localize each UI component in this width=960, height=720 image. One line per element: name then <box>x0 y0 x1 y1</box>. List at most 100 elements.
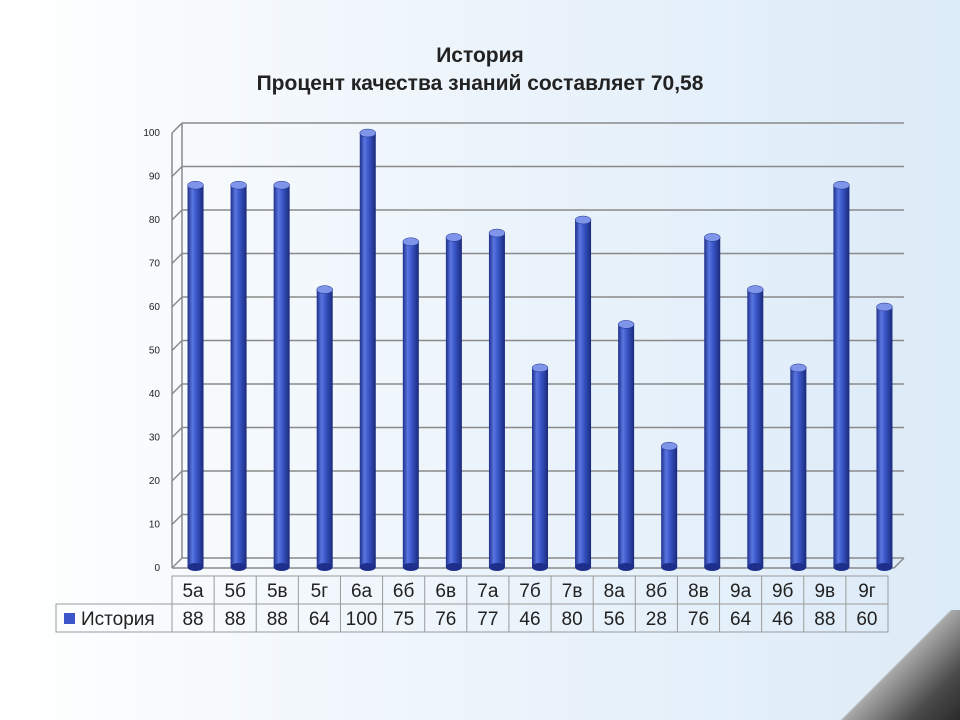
bar <box>574 215 592 571</box>
bar-top <box>359 128 377 138</box>
bar-top <box>230 180 247 190</box>
x-tick-label: 6а <box>351 581 373 602</box>
data-label: 46 <box>772 609 793 630</box>
bar-top <box>833 180 850 190</box>
y-tick-label: 20 <box>149 476 161 487</box>
bar <box>273 180 290 571</box>
bar-top <box>316 285 333 294</box>
bar-top <box>703 233 721 242</box>
bar-bottom <box>402 563 419 571</box>
bar-body <box>359 133 376 567</box>
bar-body <box>833 185 850 567</box>
gridline-slant <box>171 513 183 526</box>
corner-shade <box>820 610 960 720</box>
gridline-slant <box>171 209 183 221</box>
bar-body <box>704 237 721 567</box>
bar-top <box>790 363 807 373</box>
y-tick-label: 30 <box>149 433 161 444</box>
bar-body <box>661 446 678 567</box>
x-tick-label: 8а <box>604 581 626 602</box>
bar-body <box>187 185 204 567</box>
bar-bottom <box>704 563 721 571</box>
bar <box>703 233 721 571</box>
grid-layer: 0 10 20 30 40 50 60 70 80 90 100 <box>143 122 905 574</box>
bar-body <box>273 185 290 567</box>
bar <box>531 363 549 571</box>
bar-bottom <box>575 563 592 571</box>
gridline-slant <box>171 426 183 439</box>
bar <box>187 180 204 571</box>
bar-top <box>488 228 506 238</box>
data-label: 60 <box>856 609 877 630</box>
bar-body <box>445 237 462 567</box>
data-label: 88 <box>814 609 835 630</box>
data-label: 76 <box>435 609 456 630</box>
x-tick-label: 9б <box>772 581 794 602</box>
bar-body <box>402 241 419 567</box>
y-tick-label: 40 <box>149 389 161 400</box>
data-label: 88 <box>267 609 288 630</box>
bar <box>833 180 850 571</box>
gridline-slant <box>171 557 183 569</box>
x-tick-label: 9а <box>730 581 752 602</box>
bar-body <box>575 220 592 567</box>
bar-bottom <box>230 563 247 571</box>
bar <box>230 180 247 571</box>
bar-body <box>876 307 893 567</box>
gridline-slant <box>171 470 183 482</box>
x-tick-label: 5г <box>311 581 329 602</box>
bar-body <box>747 289 764 567</box>
y-tick-label: 70 <box>149 259 161 270</box>
bar-top <box>574 215 592 225</box>
bar-bottom <box>316 563 333 571</box>
data-label: 80 <box>562 609 583 630</box>
bar-bottom <box>532 563 548 571</box>
bar <box>790 363 807 571</box>
bar <box>617 320 635 571</box>
bar-top <box>531 363 549 373</box>
bar-bottom <box>876 563 893 571</box>
bar-bottom <box>273 563 290 571</box>
bar-top <box>273 180 290 190</box>
x-tick-label: 7а <box>477 581 499 602</box>
bar-body <box>316 289 333 567</box>
x-tick-label: 7б <box>519 581 541 602</box>
x-tick-label: 6в <box>435 581 456 602</box>
chart-subtitle: Процент качества знаний составляет 70,58 <box>256 72 704 95</box>
gridline-slant <box>171 165 183 178</box>
floor-edge-slant <box>893 557 905 569</box>
y-tick-label: 60 <box>149 302 161 313</box>
bar <box>359 128 377 571</box>
data-label: 64 <box>309 609 331 630</box>
data-label: 56 <box>604 609 625 630</box>
data-label: 28 <box>646 609 667 630</box>
gridline-slant <box>171 339 183 352</box>
y-tick-label: 50 <box>149 346 161 357</box>
x-tick-label: 5а <box>182 581 204 602</box>
bar-bottom <box>790 563 807 571</box>
bar-top <box>187 180 204 190</box>
legend-label: История <box>81 609 155 630</box>
bar-top <box>747 285 764 294</box>
legend-cell <box>55 603 173 633</box>
bar <box>747 285 764 571</box>
bar-body <box>532 367 548 567</box>
y-tick-label: 0 <box>154 563 160 574</box>
x-tick-label: 9в <box>814 581 835 602</box>
x-tick-label: 5в <box>267 581 288 602</box>
gridline-slant <box>171 252 183 265</box>
data-label: 46 <box>519 609 540 630</box>
data-label: 88 <box>182 609 203 630</box>
bar-top <box>402 237 420 246</box>
x-tick-label: 6б <box>393 581 415 602</box>
bars-layer <box>187 128 893 571</box>
chart-title: История <box>436 44 524 67</box>
gridline-slant <box>171 122 183 134</box>
x-tick-label: 8в <box>688 581 709 602</box>
y-tick-label: 10 <box>149 520 161 531</box>
y-tick-label: 100 <box>143 128 160 139</box>
bar <box>445 233 463 571</box>
data-label: 75 <box>393 609 414 630</box>
data-table: 5а 5б 5в 5г 6а 6б 6в 7а 7б 7в 8а 8б 8в 9а 9б 9в 9г 88 88 88… <box>55 575 889 633</box>
